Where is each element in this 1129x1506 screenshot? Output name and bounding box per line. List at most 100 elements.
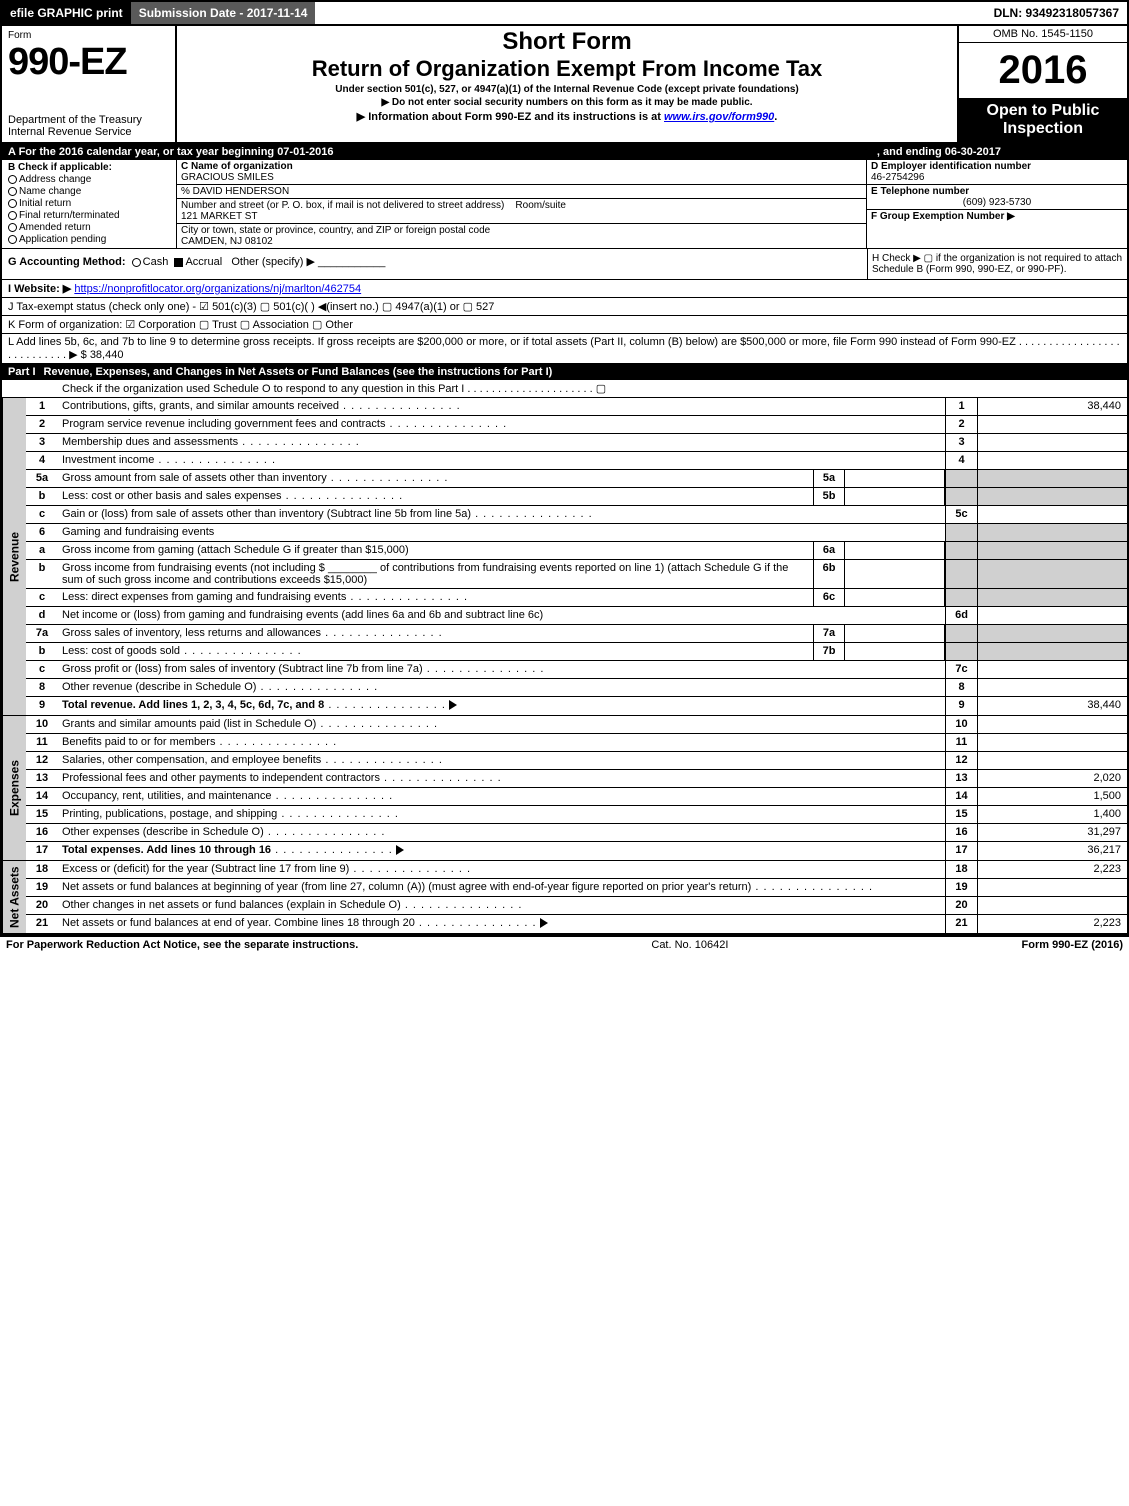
- line-18: 18Excess or (deficit) for the year (Subt…: [26, 861, 1127, 879]
- netassets-section: Net Assets 18Excess or (deficit) for the…: [2, 860, 1127, 933]
- line-11: 11Benefits paid to or for members11: [26, 734, 1127, 752]
- line-16: 16Other expenses (describe in Schedule O…: [26, 824, 1127, 842]
- arrow-icon: [540, 918, 548, 928]
- header-middle: Short Form Return of Organization Exempt…: [177, 26, 957, 142]
- chk-application-pending[interactable]: Application pending: [8, 234, 170, 245]
- other-label: Other (specify) ▶: [231, 256, 315, 268]
- irs-link[interactable]: www.irs.gov/form990: [664, 111, 774, 123]
- line-4: 4Investment income4: [26, 452, 1127, 470]
- line-1: 1Contributions, gifts, grants, and simil…: [26, 398, 1127, 416]
- website-link[interactable]: https://nonprofitlocator.org/organizatio…: [74, 283, 361, 295]
- row-l-gross: L Add lines 5b, 6c, and 7b to line 9 to …: [2, 334, 1127, 364]
- line-8: 8Other revenue (describe in Schedule O)8: [26, 679, 1127, 697]
- line-6b: bGross income from fundraising events (n…: [26, 560, 1127, 589]
- footer-right: Form 990-EZ (2016): [1022, 939, 1123, 951]
- header-right: OMB No. 1545-1150 2016 Open to Public In…: [957, 26, 1127, 142]
- row-a-begin: A For the 2016 calendar year, or tax yea…: [8, 146, 333, 158]
- line-10: 10Grants and similar amounts paid (list …: [26, 716, 1127, 734]
- part1-label: Part I: [8, 366, 44, 378]
- revenue-side-label: Revenue: [2, 398, 26, 715]
- chk-name-change[interactable]: Name change: [8, 186, 170, 197]
- line-5b: bLess: cost or other basis and sales exp…: [26, 488, 1127, 506]
- arrow-icon: [396, 845, 404, 855]
- arrow-icon: [449, 700, 457, 710]
- chk-address-change[interactable]: Address change: [8, 174, 170, 185]
- short-form-title: Short Form: [181, 28, 953, 56]
- line-9: 9Total revenue. Add lines 1, 2, 3, 4, 5c…: [26, 697, 1127, 715]
- open-to-public: Open to Public Inspection: [959, 98, 1127, 142]
- f-label: F Group Exemption Number ▶: [871, 211, 1015, 222]
- form-container: efile GRAPHIC print Submission Date - 20…: [0, 0, 1129, 935]
- row-gh: G Accounting Method: Cash Accrual Other …: [2, 249, 1127, 280]
- ein-value: 46-2754296: [871, 172, 924, 183]
- form-label: Form: [8, 30, 169, 41]
- submission-date-button[interactable]: Submission Date - 2017-11-14: [131, 2, 316, 24]
- row-a-tax-year: A For the 2016 calendar year, or tax yea…: [2, 144, 1127, 160]
- line-3: 3Membership dues and assessments3: [26, 434, 1127, 452]
- line-5c: cGain or (loss) from sale of assets othe…: [26, 506, 1127, 524]
- form-subtitle: Under section 501(c), 527, or 4947(a)(1)…: [181, 84, 953, 95]
- omb-number: OMB No. 1545-1150: [959, 26, 1127, 43]
- col-def: D Employer identification number 46-2754…: [867, 160, 1127, 248]
- chk-final-return[interactable]: Final return/terminated: [8, 210, 170, 221]
- top-bar: efile GRAPHIC print Submission Date - 20…: [2, 2, 1127, 26]
- chk-initial-return[interactable]: Initial return: [8, 198, 170, 209]
- line-15: 15Printing, publications, postage, and s…: [26, 806, 1127, 824]
- row-j-status: J Tax-exempt status (check only one) - ☑…: [2, 298, 1127, 316]
- expenses-section: Expenses 10Grants and similar amounts pa…: [2, 715, 1127, 860]
- dln-label: DLN: 93492318057367: [986, 2, 1127, 24]
- chk-accrual[interactable]: [174, 258, 183, 267]
- tax-year: 2016: [959, 43, 1127, 98]
- b-label: B Check if applicable:: [8, 162, 170, 173]
- line-20: 20Other changes in net assets or fund ba…: [26, 897, 1127, 915]
- line-6c: cLess: direct expenses from gaming and f…: [26, 589, 1127, 607]
- care-of: % DAVID HENDERSON: [177, 185, 866, 199]
- line-7c: cGross profit or (loss) from sales of in…: [26, 661, 1127, 679]
- line-21: 21Net assets or fund balances at end of …: [26, 915, 1127, 933]
- line-17: 17Total expenses. Add lines 10 through 1…: [26, 842, 1127, 860]
- i-label: I Website: ▶: [8, 283, 71, 295]
- part1-check: Check if the organization used Schedule …: [2, 380, 1127, 398]
- line-7b: bLess: cost of goods sold7b: [26, 643, 1127, 661]
- line-5a: 5aGross amount from sale of assets other…: [26, 470, 1127, 488]
- row-k-org-form: K Form of organization: ☑ Corporation ▢ …: [2, 316, 1127, 334]
- netassets-side-label: Net Assets: [2, 861, 26, 933]
- line-14: 14Occupancy, rent, utilities, and mainte…: [26, 788, 1127, 806]
- form-title: Return of Organization Exempt From Incom…: [181, 56, 953, 82]
- d-label: D Employer identification number: [871, 161, 1031, 172]
- expenses-side-label: Expenses: [2, 716, 26, 860]
- col-g: G Accounting Method: Cash Accrual Other …: [2, 249, 867, 279]
- row-a-end: , and ending 06-30-2017: [877, 146, 1001, 158]
- e-label: E Telephone number: [871, 186, 969, 197]
- phone-value: (609) 923-5730: [871, 197, 1123, 208]
- footer-mid: Cat. No. 10642I: [358, 939, 1021, 951]
- irs-label: Internal Revenue Service: [8, 126, 169, 138]
- col-h: H Check ▶ ▢ if the organization is not r…: [867, 249, 1127, 279]
- street-value: 121 MARKET ST: [181, 211, 258, 222]
- info-prefix: ▶ Information about Form 990-EZ and its …: [357, 111, 664, 123]
- line-6a: aGross income from gaming (attach Schedu…: [26, 542, 1127, 560]
- city-value: CAMDEN, NJ 08102: [181, 236, 273, 247]
- street-label: Number and street (or P. O. box, if mail…: [181, 200, 504, 211]
- chk-amended-return[interactable]: Amended return: [8, 222, 170, 233]
- col-c-org: C Name of organization GRACIOUS SMILES %…: [177, 160, 867, 248]
- footer-left: For Paperwork Reduction Act Notice, see …: [6, 939, 358, 951]
- efile-print-button[interactable]: efile GRAPHIC print: [2, 2, 131, 24]
- part1-title: Revenue, Expenses, and Changes in Net As…: [44, 366, 553, 378]
- col-b-check: B Check if applicable: Address change Na…: [2, 160, 177, 248]
- line-7a: 7aGross sales of inventory, less returns…: [26, 625, 1127, 643]
- form-note-ssn: ▶ Do not enter social security numbers o…: [181, 97, 953, 108]
- form-note-info: ▶ Information about Form 990-EZ and its …: [181, 110, 953, 123]
- department-label: Department of the Treasury: [8, 114, 169, 126]
- line-6d: dNet income or (loss) from gaming and fu…: [26, 607, 1127, 625]
- org-name: GRACIOUS SMILES: [181, 172, 274, 183]
- part1-header: Part I Revenue, Expenses, and Changes in…: [2, 364, 1127, 380]
- revenue-section: Revenue 1Contributions, gifts, grants, a…: [2, 398, 1127, 715]
- page-footer: For Paperwork Reduction Act Notice, see …: [0, 935, 1129, 953]
- block-bcdef: B Check if applicable: Address change Na…: [2, 160, 1127, 249]
- header-left: Form 990-EZ Department of the Treasury I…: [2, 26, 177, 142]
- chk-cash[interactable]: [132, 258, 141, 267]
- line-6: 6Gaming and fundraising events: [26, 524, 1127, 542]
- form-number: 990-EZ: [8, 41, 169, 84]
- line-12: 12Salaries, other compensation, and empl…: [26, 752, 1127, 770]
